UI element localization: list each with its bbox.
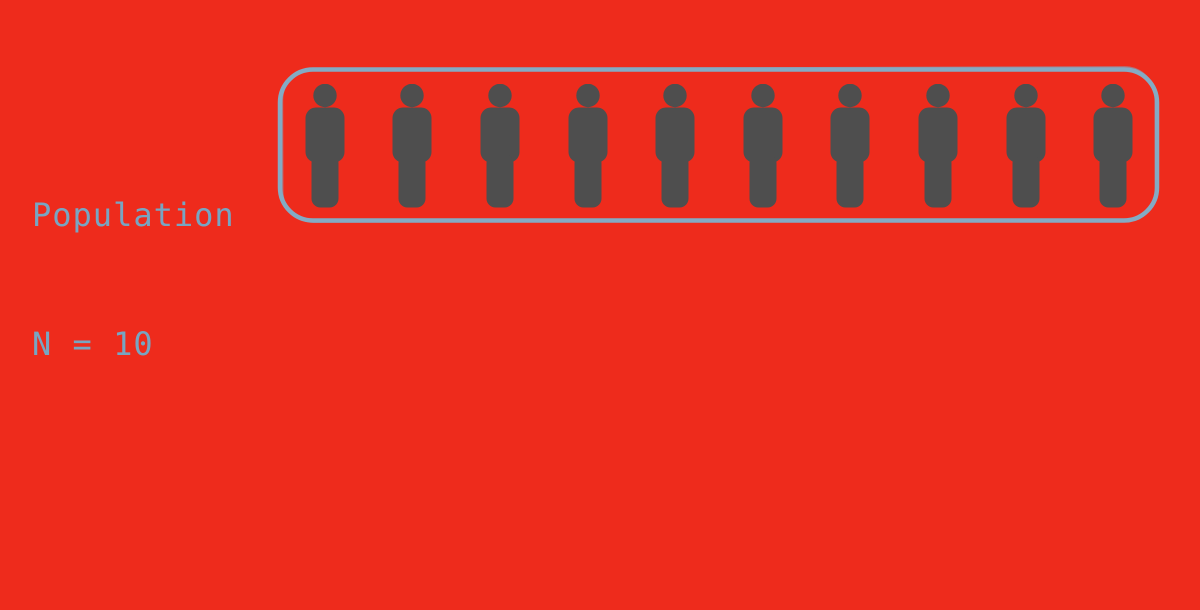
population-label: Population N = 10: [32, 108, 235, 452]
population-label-line1: Population: [32, 196, 235, 234]
population-frame: [277, 66, 1161, 225]
person-icon: [305, 83, 345, 207]
person-icon: [568, 83, 608, 207]
frame-border-sketch: [277, 66, 1160, 223]
person-icon: [1006, 83, 1046, 207]
person-icon: [392, 83, 432, 207]
person-icon: [655, 83, 695, 207]
population-group: [281, 70, 1157, 221]
population-label-line2: N = 10: [32, 325, 154, 363]
person-icon: [480, 83, 520, 207]
person-icon: [918, 83, 958, 207]
person-icon: [830, 83, 870, 207]
person-icon: [1093, 83, 1133, 207]
person-icon: [743, 83, 783, 207]
